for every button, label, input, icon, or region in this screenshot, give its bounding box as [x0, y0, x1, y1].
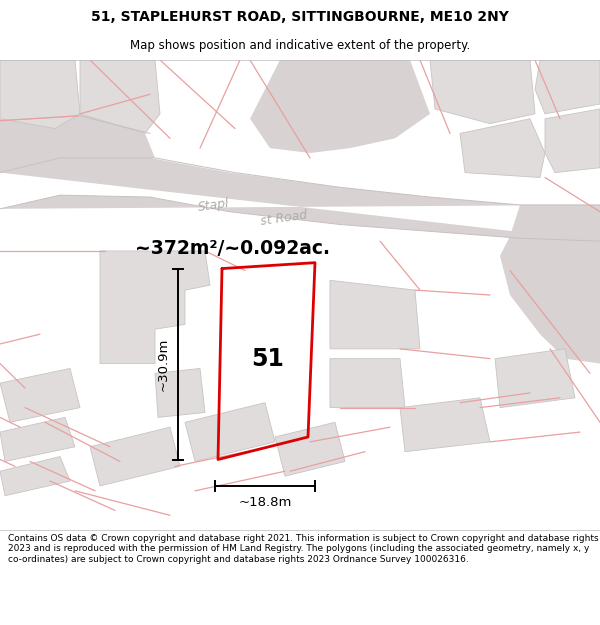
Polygon shape	[330, 359, 405, 408]
Polygon shape	[0, 456, 70, 496]
Polygon shape	[185, 402, 275, 461]
Text: st Road: st Road	[260, 209, 308, 228]
Polygon shape	[0, 368, 80, 423]
Polygon shape	[460, 119, 545, 178]
Polygon shape	[330, 280, 420, 349]
Polygon shape	[80, 60, 160, 133]
Polygon shape	[275, 422, 345, 476]
Text: ~30.9m: ~30.9m	[157, 338, 170, 391]
Text: 51: 51	[251, 347, 284, 371]
Text: Map shows position and indicative extent of the property.: Map shows position and indicative extent…	[130, 39, 470, 51]
Polygon shape	[400, 398, 490, 452]
Text: ~18.8m: ~18.8m	[238, 496, 292, 509]
Text: Contains OS data © Crown copyright and database right 2021. This information is : Contains OS data © Crown copyright and d…	[8, 534, 599, 564]
Polygon shape	[0, 418, 75, 461]
Polygon shape	[90, 428, 180, 486]
Polygon shape	[0, 158, 600, 241]
Text: Stapl: Stapl	[197, 196, 230, 214]
Polygon shape	[545, 109, 600, 172]
Text: 51, STAPLEHURST ROAD, SITTINGBOURNE, ME10 2NY: 51, STAPLEHURST ROAD, SITTINGBOURNE, ME1…	[91, 10, 509, 24]
Polygon shape	[495, 349, 575, 408]
Polygon shape	[430, 60, 535, 124]
Polygon shape	[155, 368, 205, 418]
Polygon shape	[250, 60, 430, 153]
Polygon shape	[0, 114, 155, 172]
Polygon shape	[535, 60, 600, 114]
Polygon shape	[100, 251, 210, 364]
Polygon shape	[500, 205, 600, 364]
Polygon shape	[0, 60, 80, 129]
Text: ~372m²/~0.092ac.: ~372m²/~0.092ac.	[135, 239, 330, 258]
